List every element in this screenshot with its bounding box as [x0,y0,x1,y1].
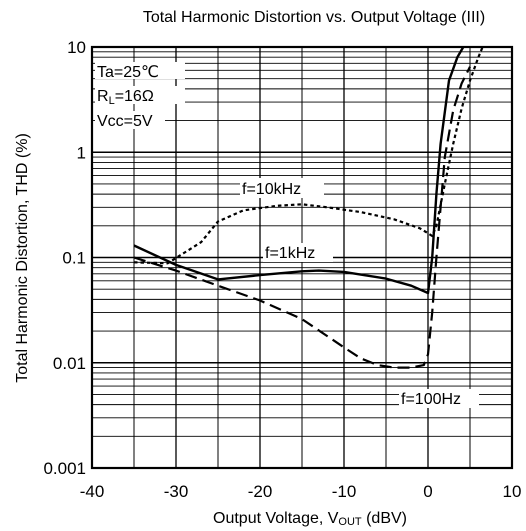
x-axis-label: Output Voltage, VOUT (dBV) [213,510,407,528]
x-tick-label: -30 [164,482,189,501]
y-tick-label: 0.001 [43,459,86,478]
conditions-box-3 [95,111,165,129]
x-tick-label: -40 [80,482,105,501]
series-line-1 [133,46,465,295]
series-line-2 [133,66,471,369]
y-tick-label: 0.1 [62,249,86,268]
series-layer [133,46,484,369]
y-axis-label: Total Harmonic Distortion, THD (%) [14,133,31,383]
condition-rl: RL=16Ω [97,88,154,107]
label-1khz-bg [263,243,333,262]
condition-vcc: Vcc=5V [97,113,153,130]
label-10khz: f=10kHz [242,181,301,198]
chart-title: Total Harmonic Distortion vs. Output Vol… [143,9,485,26]
x-tick-label: -10 [332,482,357,501]
label-100hz: f=100Hz [401,391,461,408]
condition-rl-sub: L [109,95,115,107]
condition-ta: Ta=25℃ [97,64,159,81]
series-line-0 [133,46,484,265]
grid [92,47,512,468]
x-tick-label: -20 [248,482,273,501]
label-1khz: f=1kHz [265,245,315,262]
label-10khz-bg [240,178,324,198]
y-tick-label: 0.01 [53,354,86,373]
tick-labels: -40 -30 -20 -10 0 10 0.001 0.01 0.1 1 10 [43,38,521,501]
x-tick-label: 10 [503,482,522,501]
label-100hz-bg [399,389,479,408]
y-tick-label: 1 [77,143,86,162]
conditions-box-2 [95,86,185,104]
x-tick-label: 0 [423,482,432,501]
plot-frame [90,45,514,470]
conditions-box-1 [95,62,185,79]
y-tick-label: 10 [67,38,86,57]
